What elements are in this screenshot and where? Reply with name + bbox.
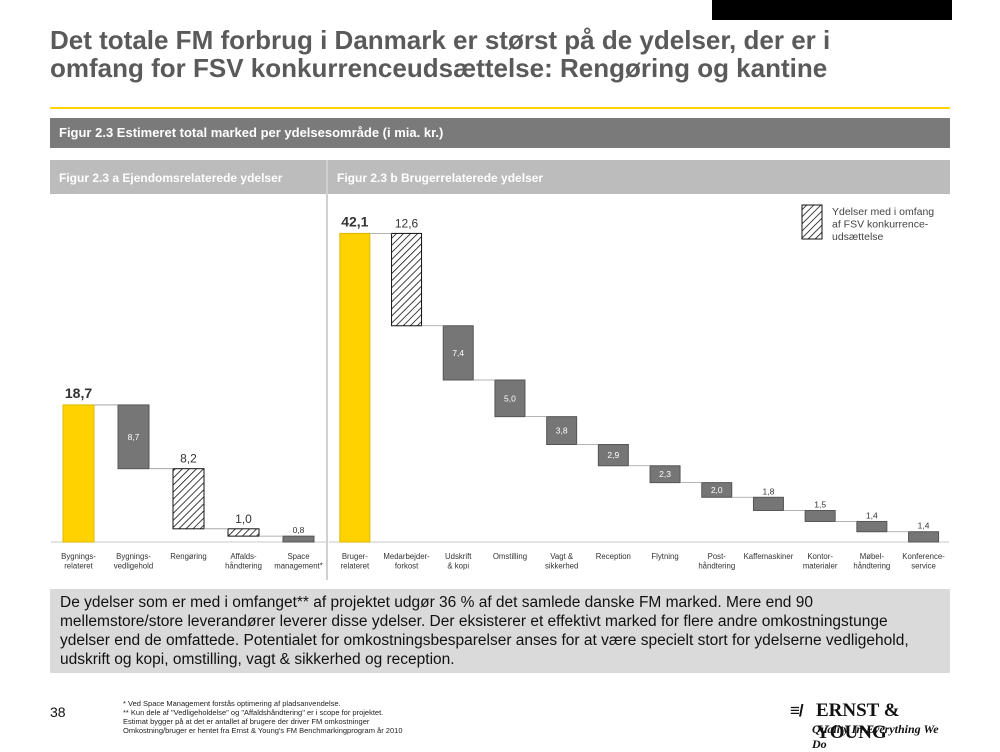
bar: [62, 404, 95, 543]
legend-label: Ydelser med i omfang af FSV konkurrence-u…: [832, 206, 934, 243]
bar: [701, 482, 733, 498]
footnote: * Ved Space Management forstås optimerin…: [123, 699, 341, 708]
page-number: 38: [50, 704, 66, 720]
footnote: Estimat bygger på at det er antallet af …: [123, 717, 370, 726]
value-label: 1,4: [866, 510, 878, 520]
value-label: 18,7: [65, 385, 92, 401]
chart-panel-a: 18,7 Bygnings-relateret 8,7 Bygnings-vedlig…: [51, 385, 326, 571]
value-label: 2,3: [659, 469, 671, 479]
bar: [804, 509, 836, 522]
category-label: Udskrift & kopi: [445, 552, 472, 571]
value-label: 0,8: [293, 525, 305, 535]
panel-a-title: Figur 2.3 a Ejendomsrelaterede ydelser: [50, 160, 326, 194]
bar: [597, 444, 629, 467]
logo-name: ERNST & YOUNG: [816, 700, 900, 743]
category-label: Omstilling: [493, 552, 527, 561]
category-label: Møbel-håndtering: [853, 552, 890, 571]
legend-swatch: [801, 204, 823, 240]
category-label: Flytning: [651, 552, 678, 561]
bar: [227, 528, 260, 537]
value-label: 1,8: [763, 486, 775, 496]
category-label: Space management*: [274, 552, 323, 571]
category-label: Konference-service: [902, 552, 945, 571]
figure-header: Figur 2.3 Estimeret total marked per yde…: [50, 118, 950, 148]
value-label: 1,4: [918, 521, 930, 531]
logo-tagline: Quality In Everything We Do: [812, 722, 939, 751]
value-label: 2,9: [607, 450, 619, 460]
value-label: 42,1: [341, 213, 368, 229]
bar: [649, 465, 681, 484]
category-label: Bruger-relateret: [341, 552, 370, 571]
value-label: 1,5: [814, 499, 826, 509]
bar: [117, 404, 150, 470]
panel-divider: [326, 160, 328, 580]
value-label: 5,0: [504, 393, 516, 403]
footnote: ** Kun dele af "Vedligeholdelse" og "Aff…: [123, 708, 384, 717]
summary-text: De ydelser som er med i omfanget** af pr…: [50, 589, 950, 673]
category-label: Medarbejder-forkost: [383, 552, 430, 571]
bar: [391, 232, 423, 327]
category-label: Rengøring: [170, 552, 206, 561]
bar: [908, 531, 940, 543]
bar: [546, 416, 578, 446]
ernst-young-logo: ≡/ ERNST & YOUNG Quality In Everything W…: [790, 698, 955, 751]
bar: [172, 468, 205, 530]
top-black-bar: [712, 0, 952, 20]
category-label: Kaffemaskiner: [744, 552, 794, 561]
value-label: 7,4: [452, 348, 464, 358]
bar: [752, 496, 784, 511]
bar: [856, 520, 888, 533]
value-label: 2,0: [711, 485, 723, 495]
category-label: Affalds-håndtering: [225, 552, 262, 571]
value-label: 8,7: [128, 432, 140, 442]
value-label: 3,8: [556, 426, 568, 436]
category-label: Reception: [596, 552, 631, 561]
category-label: Post-håndtering: [698, 552, 735, 571]
category-label: Bygnings-vedligehold: [114, 552, 153, 571]
category-label: Vagt & sikkerhed: [545, 552, 578, 571]
footnotes: * Ved Space Management forstås optimerin…: [123, 699, 403, 735]
accent-rule: [50, 107, 950, 109]
value-label: 12,6: [395, 216, 419, 230]
bar: [339, 232, 371, 543]
slide-title: Det totale FM forbrug i Danmark er størs…: [50, 25, 831, 83]
bar: [442, 325, 474, 381]
bar: [282, 535, 315, 543]
category-label: Bygnings-relateret: [61, 552, 96, 571]
value-label: 1,0: [235, 512, 252, 526]
footnote: Omkostning/bruger er hentet fra Ernst & …: [123, 726, 403, 735]
category-label: Kontor-materialer: [803, 552, 838, 571]
panel-b-title: Figur 2.3 b Brugerrelaterede ydelser: [328, 160, 950, 194]
value-label: 8,2: [180, 452, 197, 466]
bar: [494, 379, 526, 418]
logo-mark-icon: ≡/: [790, 701, 804, 720]
chart-panel-b: 42,1 Bruger-relateret 12,6 Medarbejder-fork…: [329, 204, 949, 571]
